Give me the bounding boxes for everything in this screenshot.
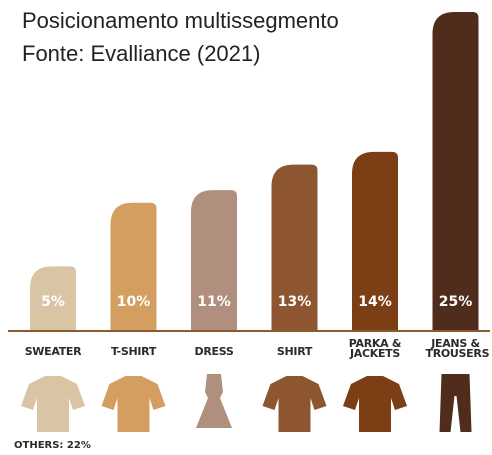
- icon: [343, 376, 407, 432]
- bar: [30, 266, 76, 330]
- bar: [271, 164, 318, 330]
- chart-title: Posicionamento multissegmento: [22, 8, 339, 33]
- icon: [439, 374, 472, 432]
- value-label: 11%: [197, 294, 231, 310]
- category-label: SWEATER: [24, 345, 82, 358]
- bar: [191, 190, 237, 330]
- chart-subtitle: Fonte: Evalliance (2021): [22, 41, 261, 66]
- value-label: 5%: [41, 294, 65, 310]
- category-label: PARKA & JACKETS: [348, 337, 402, 360]
- value-label: 14%: [358, 294, 392, 310]
- category-label: SHIRT: [276, 345, 313, 358]
- note: OTHERS: 22%: [14, 440, 91, 451]
- category-label: JEANS & TROUSERS: [425, 337, 490, 360]
- bar: [352, 151, 398, 330]
- icon: [21, 376, 85, 432]
- value-label: 25%: [439, 294, 473, 310]
- value-label: 13%: [278, 294, 312, 310]
- bar: [432, 12, 479, 330]
- icon: [196, 374, 232, 428]
- value-label: 10%: [117, 294, 151, 310]
- icon: [262, 376, 327, 432]
- bar: [110, 202, 157, 330]
- category-label: T-SHIRT: [110, 345, 157, 358]
- icon: [101, 376, 166, 432]
- category-label: DRESS: [194, 345, 234, 358]
